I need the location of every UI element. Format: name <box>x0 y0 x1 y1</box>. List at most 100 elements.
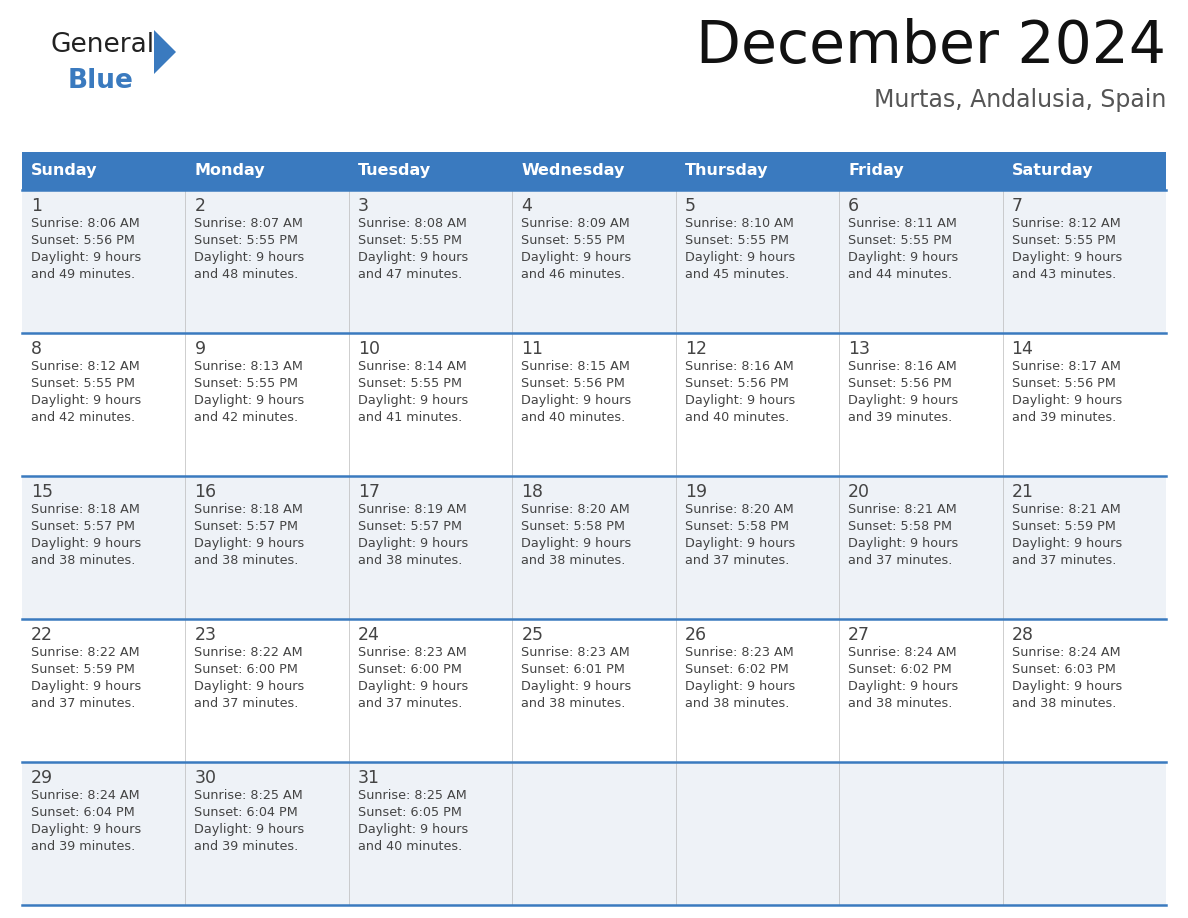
Text: Sunrise: 8:22 AM: Sunrise: 8:22 AM <box>195 646 303 659</box>
Text: Sunset: 6:04 PM: Sunset: 6:04 PM <box>195 806 298 819</box>
Text: Daylight: 9 hours: Daylight: 9 hours <box>522 537 632 550</box>
Text: Sunrise: 8:24 AM: Sunrise: 8:24 AM <box>848 646 956 659</box>
Text: 8: 8 <box>31 340 42 358</box>
Text: and 38 minutes.: and 38 minutes. <box>848 697 953 710</box>
Text: 16: 16 <box>195 483 216 501</box>
Text: Monday: Monday <box>195 163 265 178</box>
Polygon shape <box>154 30 176 74</box>
Text: 21: 21 <box>1011 483 1034 501</box>
Text: 31: 31 <box>358 769 380 787</box>
Text: Daylight: 9 hours: Daylight: 9 hours <box>684 251 795 264</box>
Bar <box>23 619 1165 762</box>
Text: 7: 7 <box>1011 197 1023 215</box>
Text: and 38 minutes.: and 38 minutes. <box>358 554 462 567</box>
Text: and 39 minutes.: and 39 minutes. <box>195 840 298 853</box>
Text: Daylight: 9 hours: Daylight: 9 hours <box>684 394 795 407</box>
Text: Sunset: 5:56 PM: Sunset: 5:56 PM <box>522 377 625 390</box>
Text: Daylight: 9 hours: Daylight: 9 hours <box>1011 537 1121 550</box>
Text: Daylight: 9 hours: Daylight: 9 hours <box>848 251 959 264</box>
Text: and 44 minutes.: and 44 minutes. <box>848 268 953 281</box>
Text: Sunset: 5:57 PM: Sunset: 5:57 PM <box>31 520 135 533</box>
Text: Sunrise: 8:20 AM: Sunrise: 8:20 AM <box>684 503 794 516</box>
Text: Sunset: 6:02 PM: Sunset: 6:02 PM <box>848 663 952 676</box>
Text: Sunset: 6:04 PM: Sunset: 6:04 PM <box>31 806 134 819</box>
Text: Sunset: 5:58 PM: Sunset: 5:58 PM <box>684 520 789 533</box>
Text: Sunrise: 8:18 AM: Sunrise: 8:18 AM <box>31 503 140 516</box>
Text: 19: 19 <box>684 483 707 501</box>
Text: Sunset: 5:58 PM: Sunset: 5:58 PM <box>848 520 952 533</box>
Text: 3: 3 <box>358 197 368 215</box>
Text: Sunrise: 8:16 AM: Sunrise: 8:16 AM <box>848 360 956 373</box>
Text: and 39 minutes.: and 39 minutes. <box>848 411 953 424</box>
Text: Sunset: 5:55 PM: Sunset: 5:55 PM <box>684 234 789 247</box>
Text: Sunset: 5:56 PM: Sunset: 5:56 PM <box>31 234 135 247</box>
Text: 6: 6 <box>848 197 859 215</box>
Text: 18: 18 <box>522 483 543 501</box>
Text: Sunrise: 8:24 AM: Sunrise: 8:24 AM <box>31 789 140 802</box>
Text: Tuesday: Tuesday <box>358 163 431 178</box>
Text: Sunrise: 8:06 AM: Sunrise: 8:06 AM <box>31 217 140 230</box>
Text: Thursday: Thursday <box>684 163 769 178</box>
Text: Daylight: 9 hours: Daylight: 9 hours <box>195 680 304 693</box>
Text: Sunset: 6:02 PM: Sunset: 6:02 PM <box>684 663 789 676</box>
Text: and 38 minutes.: and 38 minutes. <box>684 697 789 710</box>
Text: 28: 28 <box>1011 626 1034 644</box>
Text: Sunset: 6:00 PM: Sunset: 6:00 PM <box>195 663 298 676</box>
Text: Daylight: 9 hours: Daylight: 9 hours <box>195 251 304 264</box>
Text: Sunrise: 8:17 AM: Sunrise: 8:17 AM <box>1011 360 1120 373</box>
Text: Daylight: 9 hours: Daylight: 9 hours <box>195 394 304 407</box>
Text: Daylight: 9 hours: Daylight: 9 hours <box>358 823 468 836</box>
Text: Daylight: 9 hours: Daylight: 9 hours <box>31 537 141 550</box>
Text: and 37 minutes.: and 37 minutes. <box>1011 554 1116 567</box>
Text: and 42 minutes.: and 42 minutes. <box>31 411 135 424</box>
Text: Daylight: 9 hours: Daylight: 9 hours <box>358 680 468 693</box>
Text: Sunset: 5:56 PM: Sunset: 5:56 PM <box>684 377 789 390</box>
Text: Sunrise: 8:21 AM: Sunrise: 8:21 AM <box>848 503 956 516</box>
Text: Sunset: 5:55 PM: Sunset: 5:55 PM <box>195 377 298 390</box>
Text: Daylight: 9 hours: Daylight: 9 hours <box>1011 251 1121 264</box>
Text: 24: 24 <box>358 626 380 644</box>
Text: Sunset: 5:55 PM: Sunset: 5:55 PM <box>31 377 135 390</box>
Text: Daylight: 9 hours: Daylight: 9 hours <box>358 251 468 264</box>
Text: and 40 minutes.: and 40 minutes. <box>522 411 626 424</box>
Text: Sunset: 5:55 PM: Sunset: 5:55 PM <box>1011 234 1116 247</box>
Text: Sunrise: 8:20 AM: Sunrise: 8:20 AM <box>522 503 630 516</box>
Text: and 45 minutes.: and 45 minutes. <box>684 268 789 281</box>
Text: and 38 minutes.: and 38 minutes. <box>31 554 135 567</box>
Text: Sunrise: 8:11 AM: Sunrise: 8:11 AM <box>848 217 958 230</box>
Text: Daylight: 9 hours: Daylight: 9 hours <box>358 394 468 407</box>
Text: and 38 minutes.: and 38 minutes. <box>522 697 626 710</box>
Text: Sunset: 5:55 PM: Sunset: 5:55 PM <box>522 234 625 247</box>
Bar <box>23 152 185 190</box>
Text: Daylight: 9 hours: Daylight: 9 hours <box>684 537 795 550</box>
Text: 22: 22 <box>31 626 53 644</box>
Text: Daylight: 9 hours: Daylight: 9 hours <box>684 680 795 693</box>
Text: and 39 minutes.: and 39 minutes. <box>1011 411 1116 424</box>
Text: Sunrise: 8:10 AM: Sunrise: 8:10 AM <box>684 217 794 230</box>
Text: Sunrise: 8:23 AM: Sunrise: 8:23 AM <box>358 646 467 659</box>
Bar <box>23 190 1165 333</box>
Bar <box>185 152 349 190</box>
Text: Daylight: 9 hours: Daylight: 9 hours <box>31 823 141 836</box>
Text: and 37 minutes.: and 37 minutes. <box>848 554 953 567</box>
Text: Sunrise: 8:25 AM: Sunrise: 8:25 AM <box>195 789 303 802</box>
Text: 27: 27 <box>848 626 870 644</box>
Text: 25: 25 <box>522 626 543 644</box>
Text: Sunrise: 8:25 AM: Sunrise: 8:25 AM <box>358 789 467 802</box>
Text: Sunset: 5:55 PM: Sunset: 5:55 PM <box>358 377 462 390</box>
Text: and 49 minutes.: and 49 minutes. <box>31 268 135 281</box>
Text: Daylight: 9 hours: Daylight: 9 hours <box>31 680 141 693</box>
Text: Sunset: 5:56 PM: Sunset: 5:56 PM <box>1011 377 1116 390</box>
Text: 23: 23 <box>195 626 216 644</box>
Text: 9: 9 <box>195 340 206 358</box>
Text: Sunrise: 8:15 AM: Sunrise: 8:15 AM <box>522 360 630 373</box>
Text: Daylight: 9 hours: Daylight: 9 hours <box>522 251 632 264</box>
Bar <box>1003 152 1165 190</box>
Text: 30: 30 <box>195 769 216 787</box>
Text: Sunrise: 8:23 AM: Sunrise: 8:23 AM <box>522 646 630 659</box>
Text: Sunrise: 8:09 AM: Sunrise: 8:09 AM <box>522 217 630 230</box>
Text: 10: 10 <box>358 340 380 358</box>
Text: and 37 minutes.: and 37 minutes. <box>684 554 789 567</box>
Text: Sunset: 5:56 PM: Sunset: 5:56 PM <box>848 377 952 390</box>
Text: Blue: Blue <box>68 68 134 94</box>
